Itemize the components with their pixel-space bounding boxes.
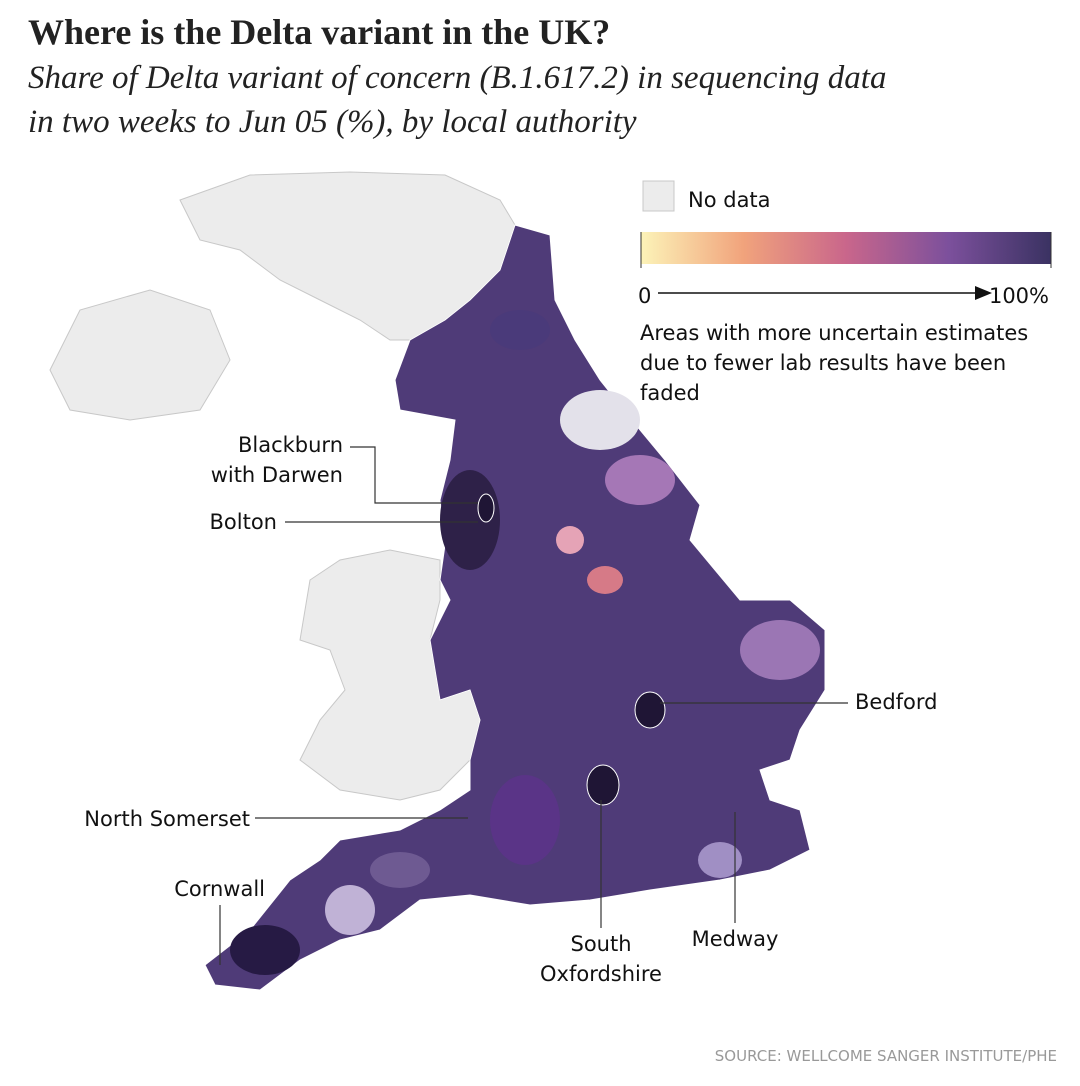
map (49, 171, 826, 991)
region (698, 842, 742, 878)
subtitle: Share of Delta variant of concern (B.1.6… (28, 60, 886, 96)
annotation: Oxfordshire (540, 962, 662, 986)
scale-max: 100% (989, 284, 1049, 308)
subtitle: in two weeks to Jun 05 (%), by local aut… (28, 104, 637, 140)
legend-note: due to fewer lab results have been (640, 351, 1006, 375)
region (586, 764, 620, 806)
region (490, 775, 560, 865)
scale-min: 0 (638, 284, 651, 308)
no-data-swatch (642, 180, 675, 212)
region (560, 390, 640, 450)
source: SOURCE: WELLCOME SANGER INSTITUTE/PHE (715, 1047, 1057, 1065)
legend-note: faded (640, 381, 700, 405)
region (587, 566, 623, 594)
region (740, 620, 820, 680)
region (370, 852, 430, 888)
region (556, 526, 584, 554)
color-scale (641, 232, 1051, 264)
region (325, 885, 375, 935)
region (440, 470, 500, 570)
legend-note: Areas with more uncertain estimates (640, 321, 1028, 345)
annotation: Blackburn (238, 433, 343, 457)
annotation: South (570, 932, 631, 956)
annotation: Cornwall (174, 877, 265, 901)
region (490, 310, 550, 350)
northern-ireland (49, 289, 231, 421)
no-data-label: No data (688, 188, 771, 212)
annotation: Bolton (210, 510, 277, 534)
leader-line (350, 446, 478, 504)
annotation: North Somerset (84, 807, 250, 831)
region (230, 925, 300, 975)
annotation: Medway (692, 927, 779, 951)
annotation: with Darwen (211, 463, 343, 487)
title: Where is the Delta variant in the UK? (28, 12, 610, 52)
arrow-head (975, 286, 992, 300)
region (634, 691, 666, 729)
region (605, 455, 675, 505)
region (477, 493, 495, 523)
annotation: Bedford (855, 690, 938, 714)
